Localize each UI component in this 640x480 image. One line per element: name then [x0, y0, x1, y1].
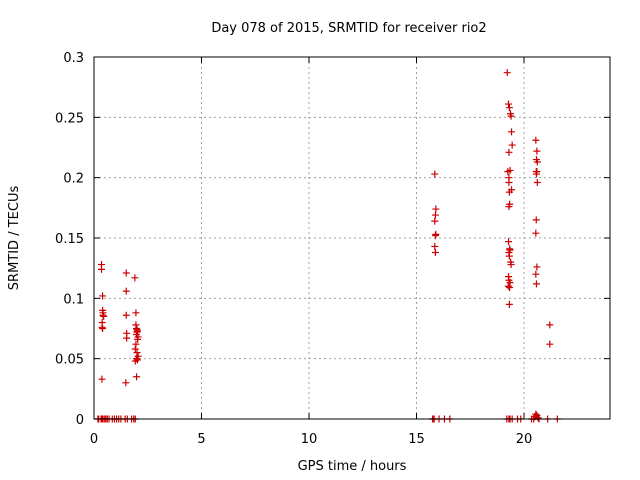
data-point [507, 112, 515, 120]
data-point [122, 311, 130, 319]
data-point [505, 174, 513, 182]
data-point [533, 147, 541, 155]
data-point [532, 216, 540, 224]
data-point [504, 282, 512, 290]
data-point [546, 340, 554, 348]
data-point [431, 217, 439, 225]
tick-layer: 0 5 10 15 20 0 0.05 0.1 0.15 0.2 0.25 0.3 [55, 51, 610, 447]
data-point [506, 245, 514, 253]
plot-frame [93, 56, 611, 420]
data-point [533, 263, 541, 271]
data-point [505, 238, 513, 246]
y-tick-label: 0 [76, 413, 84, 428]
y-tick-label: 0.05 [55, 353, 84, 368]
data-point [505, 188, 513, 196]
y-tick-label: 0.15 [55, 232, 84, 247]
data-point [532, 136, 540, 144]
points-layer [94, 69, 561, 423]
data-point [132, 321, 140, 329]
data-point [431, 248, 439, 256]
data-point [505, 104, 513, 112]
data-point [506, 283, 514, 291]
y-axis-label: SRMTID / TECUs [7, 186, 22, 291]
data-point [532, 280, 540, 288]
data-point [131, 274, 139, 282]
data-point [546, 321, 554, 329]
data-point [134, 335, 142, 343]
data-point [100, 312, 108, 320]
data-point [507, 258, 515, 266]
data-point [505, 203, 513, 211]
y-tick-label: 0.25 [55, 111, 84, 126]
x-tick-label: 10 [301, 432, 318, 447]
y-tick-label: 0.1 [63, 292, 84, 307]
grid-layer [94, 57, 610, 419]
data-point [503, 69, 511, 77]
data-point [431, 211, 439, 219]
data-point [505, 252, 513, 260]
data-point [132, 340, 140, 348]
x-tick-label: 0 [90, 432, 98, 447]
data-point [505, 100, 513, 108]
data-point [431, 232, 439, 240]
y-tick-label: 0.2 [63, 172, 84, 187]
y-tick-label: 0.3 [63, 51, 84, 66]
data-point [505, 276, 513, 284]
data-point [131, 345, 139, 353]
data-point [505, 300, 513, 308]
x-tick-label: 20 [516, 432, 533, 447]
data-point [532, 229, 540, 237]
data-point [122, 287, 130, 295]
data-point [122, 379, 130, 387]
data-point [432, 205, 440, 213]
x-tick-label: 15 [408, 432, 425, 447]
data-point [533, 158, 541, 166]
data-point [99, 311, 107, 319]
data-point [132, 309, 140, 317]
x-axis-label: GPS time / hours [298, 459, 407, 474]
data-point [123, 334, 131, 342]
data-point [99, 325, 107, 332]
data-point [504, 168, 512, 176]
data-point [532, 168, 540, 176]
data-point [98, 265, 106, 273]
data-point [131, 357, 139, 365]
data-point [431, 242, 439, 250]
data-point [431, 170, 439, 178]
data-point [508, 128, 516, 136]
data-point [533, 178, 541, 186]
chart-title: Day 078 of 2015, SRMTID for receiver rio… [211, 21, 486, 36]
data-point [98, 375, 106, 383]
data-point [133, 349, 141, 357]
data-point [532, 270, 540, 278]
data-point [505, 148, 513, 156]
data-point [508, 141, 516, 149]
data-point [99, 292, 107, 300]
x-tick-label: 5 [197, 432, 205, 447]
data-point [122, 269, 130, 277]
data-point [133, 373, 141, 381]
